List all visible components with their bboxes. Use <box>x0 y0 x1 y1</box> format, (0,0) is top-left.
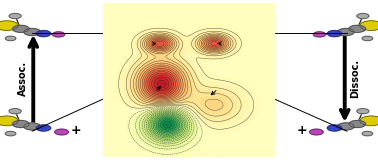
Circle shape <box>338 28 354 36</box>
Circle shape <box>9 109 21 114</box>
Circle shape <box>327 31 342 37</box>
Circle shape <box>360 21 378 30</box>
Circle shape <box>338 123 354 130</box>
Circle shape <box>9 13 21 19</box>
Circle shape <box>327 125 342 131</box>
Circle shape <box>55 129 68 135</box>
Circle shape <box>362 36 373 41</box>
Circle shape <box>36 125 51 131</box>
Circle shape <box>24 28 40 36</box>
Circle shape <box>12 120 29 128</box>
Circle shape <box>5 36 16 41</box>
Text: Assoc.: Assoc. <box>18 61 28 96</box>
Circle shape <box>362 131 373 136</box>
Circle shape <box>5 131 16 136</box>
Circle shape <box>357 109 369 114</box>
Circle shape <box>24 123 40 130</box>
Text: +: + <box>70 124 81 137</box>
Text: Dissoc.: Dissoc. <box>350 59 360 98</box>
Circle shape <box>12 25 29 32</box>
Circle shape <box>349 120 366 128</box>
Circle shape <box>53 32 65 37</box>
Text: +: + <box>297 124 308 137</box>
Circle shape <box>357 13 369 19</box>
Circle shape <box>310 129 323 135</box>
Circle shape <box>0 116 18 126</box>
Circle shape <box>0 21 18 30</box>
Circle shape <box>313 32 325 37</box>
Circle shape <box>360 116 378 126</box>
Circle shape <box>349 25 366 32</box>
Circle shape <box>36 31 51 37</box>
